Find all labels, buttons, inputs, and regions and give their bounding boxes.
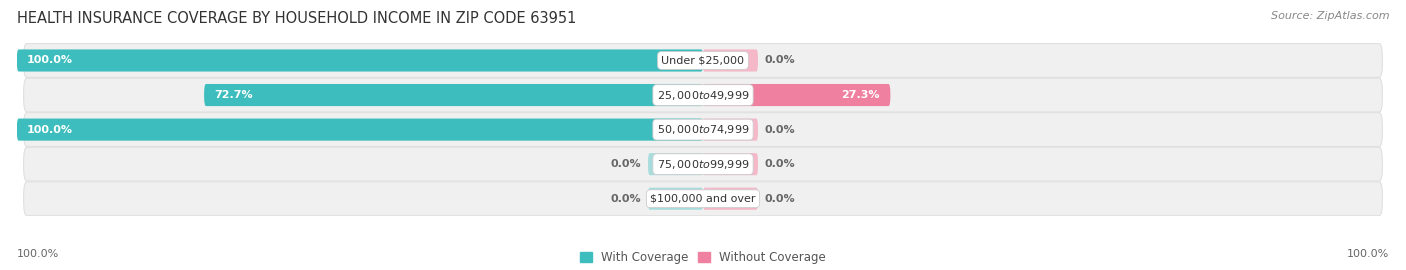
Text: 100.0%: 100.0% bbox=[1347, 249, 1389, 259]
FancyBboxPatch shape bbox=[204, 84, 703, 106]
Text: 0.0%: 0.0% bbox=[765, 194, 796, 204]
FancyBboxPatch shape bbox=[24, 182, 1382, 216]
FancyBboxPatch shape bbox=[703, 119, 758, 141]
FancyBboxPatch shape bbox=[24, 43, 1382, 77]
Text: 0.0%: 0.0% bbox=[610, 159, 641, 169]
Text: 0.0%: 0.0% bbox=[610, 194, 641, 204]
Text: 0.0%: 0.0% bbox=[765, 124, 796, 135]
Text: $50,000 to $74,999: $50,000 to $74,999 bbox=[657, 123, 749, 136]
Text: $25,000 to $49,999: $25,000 to $49,999 bbox=[657, 89, 749, 102]
Text: 27.3%: 27.3% bbox=[842, 90, 880, 100]
FancyBboxPatch shape bbox=[24, 113, 1382, 147]
FancyBboxPatch shape bbox=[24, 147, 1382, 181]
FancyBboxPatch shape bbox=[703, 188, 758, 210]
Text: Under $25,000: Under $25,000 bbox=[661, 55, 745, 66]
FancyBboxPatch shape bbox=[17, 119, 703, 141]
FancyBboxPatch shape bbox=[17, 49, 703, 72]
FancyBboxPatch shape bbox=[703, 153, 758, 175]
FancyBboxPatch shape bbox=[24, 78, 1382, 112]
Text: $75,000 to $99,999: $75,000 to $99,999 bbox=[657, 158, 749, 171]
FancyBboxPatch shape bbox=[703, 49, 758, 72]
FancyBboxPatch shape bbox=[648, 188, 703, 210]
Text: $100,000 and over: $100,000 and over bbox=[650, 194, 756, 204]
Text: 100.0%: 100.0% bbox=[27, 124, 73, 135]
Text: 0.0%: 0.0% bbox=[765, 55, 796, 66]
Legend: With Coverage, Without Coverage: With Coverage, Without Coverage bbox=[579, 251, 827, 264]
FancyBboxPatch shape bbox=[648, 153, 703, 175]
Text: 0.0%: 0.0% bbox=[765, 159, 796, 169]
Text: 100.0%: 100.0% bbox=[17, 249, 59, 259]
Text: 72.7%: 72.7% bbox=[215, 90, 253, 100]
Text: Source: ZipAtlas.com: Source: ZipAtlas.com bbox=[1271, 11, 1389, 21]
Text: 100.0%: 100.0% bbox=[27, 55, 73, 66]
FancyBboxPatch shape bbox=[703, 84, 890, 106]
Text: HEALTH INSURANCE COVERAGE BY HOUSEHOLD INCOME IN ZIP CODE 63951: HEALTH INSURANCE COVERAGE BY HOUSEHOLD I… bbox=[17, 11, 576, 26]
